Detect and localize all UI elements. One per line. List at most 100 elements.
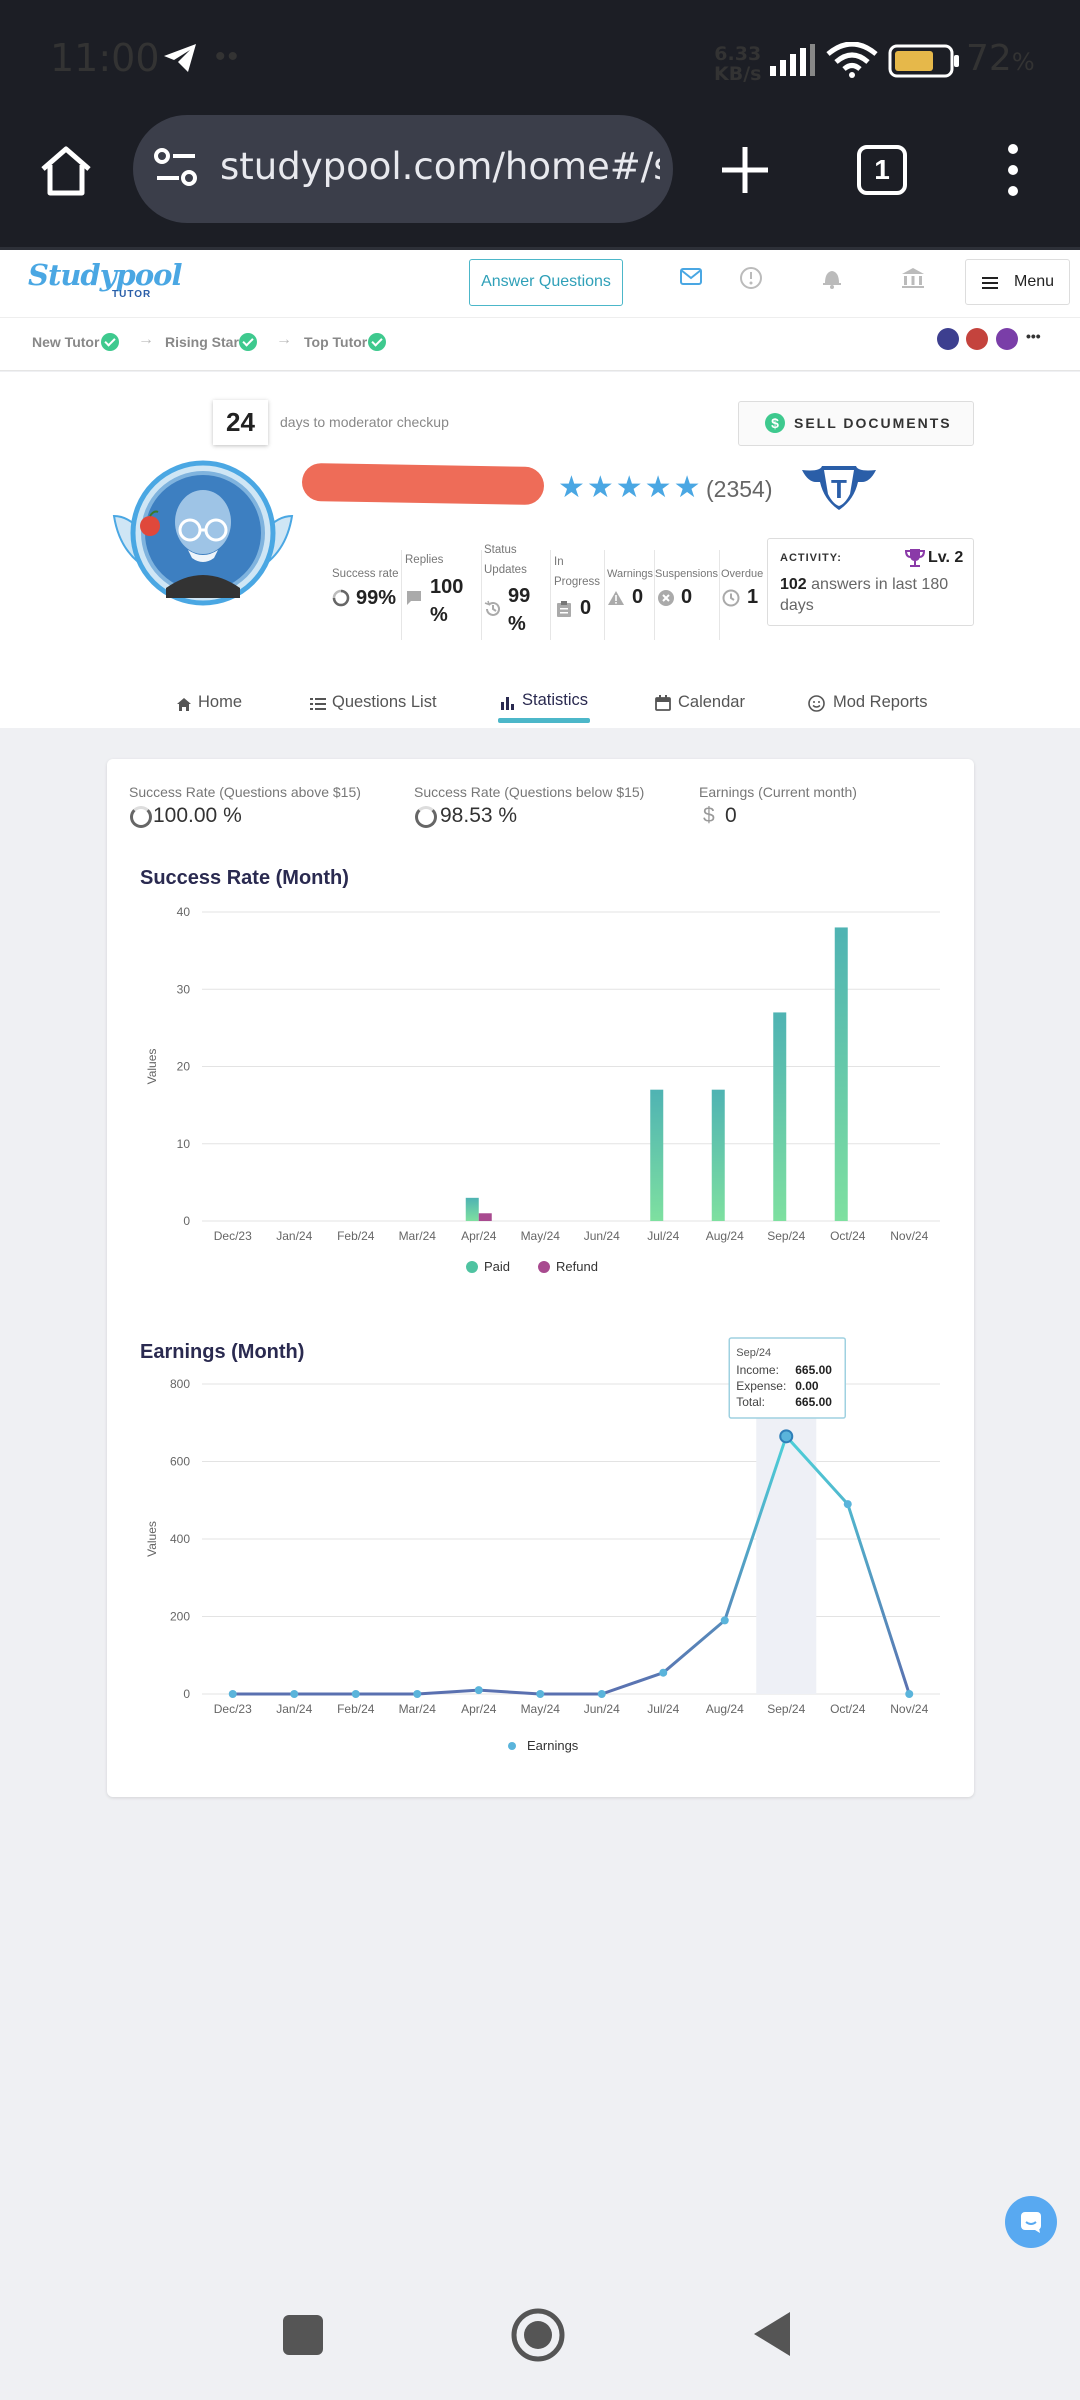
avatar[interactable] xyxy=(110,458,296,608)
tooltip-value: 665.00 xyxy=(795,1395,832,1409)
divider xyxy=(604,550,605,640)
progress-label-line1: In xyxy=(554,556,564,568)
telegram-icon xyxy=(164,44,196,72)
y-tick-label: 30 xyxy=(177,982,191,996)
warning-icon xyxy=(608,591,624,605)
mail-icon[interactable] xyxy=(679,266,703,288)
arrow-right-icon: → xyxy=(276,331,292,348)
tab-mod-reports[interactable]: Mod Reports xyxy=(833,693,928,711)
activity-level: Lv. 2 xyxy=(928,549,964,566)
check-icon xyxy=(239,333,257,351)
replies-label: Replies xyxy=(405,554,444,566)
answer-questions-button[interactable]: Answer Questions xyxy=(469,259,623,306)
tab-calendar[interactable]: Calendar xyxy=(678,693,745,711)
wifi-icon xyxy=(826,42,878,78)
data-point xyxy=(905,1690,914,1698)
earnings-line xyxy=(232,1434,911,1696)
earnings-chart-title: Earnings (Month) xyxy=(140,1341,305,1363)
tooltip-title: Sep/24 xyxy=(736,1347,771,1359)
home-icon xyxy=(177,698,191,711)
status-time: 11:00 xyxy=(50,36,160,80)
hexagon-badge-icon[interactable] xyxy=(937,328,959,350)
statistics-card xyxy=(107,759,974,1797)
star-badge-icon[interactable] xyxy=(996,328,1018,350)
rating-count[interactable]: (2354) xyxy=(706,476,773,502)
x-tick-label: Mar/24 xyxy=(399,1702,437,1716)
bar-paid xyxy=(711,1089,725,1221)
plus-badge-icon[interactable] xyxy=(966,328,988,350)
x-tick-label: Jun/24 xyxy=(584,1702,620,1716)
tab-questions-list[interactable]: Questions List xyxy=(332,693,437,711)
overdue-value: 1 xyxy=(747,586,759,608)
clock-icon xyxy=(722,589,740,607)
spinner-icon xyxy=(130,806,152,828)
data-point xyxy=(720,1616,729,1625)
progress-label-line2: Progress xyxy=(554,576,601,588)
smiley-icon xyxy=(808,695,825,712)
address-bar[interactable] xyxy=(133,115,673,223)
y-tick-label: 40 xyxy=(177,905,191,919)
y-tick-label: 400 xyxy=(170,1532,190,1546)
legend-label-earnings: Earnings xyxy=(527,1738,579,1753)
in-progress-label: In Progress xyxy=(554,552,600,592)
success-rate-label: Success rate xyxy=(332,568,399,580)
divider xyxy=(654,550,655,640)
tab-home[interactable]: Home xyxy=(198,693,243,711)
comment-icon xyxy=(407,591,421,605)
more-badges-button[interactable]: ••• xyxy=(1026,328,1041,344)
active-tab-indicator xyxy=(498,718,590,723)
rating-stars: ★★★★★ xyxy=(558,471,703,504)
home-icon[interactable] xyxy=(38,145,94,197)
home-nav-icon[interactable] xyxy=(510,2307,566,2363)
bank-icon[interactable] xyxy=(900,266,926,290)
x-tick-label: Jul/24 xyxy=(647,1702,679,1716)
x-tick-label: Nov/24 xyxy=(890,1229,928,1243)
menu-button[interactable]: Menu xyxy=(965,259,1070,305)
more-options-icon[interactable] xyxy=(1003,143,1023,197)
tab-switcher-button[interactable]: 1 xyxy=(857,145,907,195)
studypool-logo[interactable]: Studypool xyxy=(28,258,183,292)
x-tick-label: Jul/24 xyxy=(647,1229,679,1243)
status-value-unit: % xyxy=(508,613,526,635)
bell-icon[interactable] xyxy=(821,266,843,290)
status-value-number: 99 xyxy=(508,585,531,607)
x-tick-label: Sep/24 xyxy=(767,1702,805,1716)
status-updates-value: 99% xyxy=(508,582,530,638)
back-nav-icon[interactable] xyxy=(752,2310,792,2358)
arrow-right-icon: → xyxy=(138,331,154,348)
network-speed-value: 6.33 xyxy=(714,43,762,65)
y-tick-label: 600 xyxy=(170,1455,190,1469)
bar-paid xyxy=(834,927,848,1221)
notification-dots-icon: •• xyxy=(215,40,241,73)
svg-text:T: T xyxy=(831,474,847,504)
earnings-current-label: Earnings (Current month) xyxy=(699,784,857,800)
x-tick-label: Apr/24 xyxy=(461,1702,497,1716)
legend-marker-earnings xyxy=(508,1742,516,1750)
recents-button[interactable] xyxy=(283,2315,323,2355)
success-below-label: Success Rate (Questions below $15) xyxy=(414,784,645,800)
tab-statistics[interactable]: Statistics xyxy=(522,691,589,709)
x-tick-label: Aug/24 xyxy=(706,1702,744,1716)
new-tab-icon[interactable] xyxy=(718,143,772,197)
tooltip-value: 665.00 xyxy=(795,1363,832,1377)
battery-value: 72 xyxy=(966,38,1012,79)
battery-icon xyxy=(888,44,959,78)
dollar-icon: $ xyxy=(765,413,785,433)
divider xyxy=(550,550,551,640)
x-tick-label: May/24 xyxy=(521,1702,561,1716)
x-tick-label: Nov/24 xyxy=(890,1702,928,1716)
replies-value-number: 100 xyxy=(430,576,464,598)
bar-paid xyxy=(773,1012,787,1221)
alert-icon[interactable] xyxy=(739,266,763,290)
spinner-icon xyxy=(332,589,350,607)
site-settings-icon[interactable] xyxy=(153,146,199,190)
tutor-level-breadcrumb xyxy=(0,317,1080,371)
network-speed-unit: KB/s xyxy=(714,63,762,85)
replies-value: 100% xyxy=(430,573,463,629)
tooltip-label: Expense: xyxy=(736,1379,786,1393)
x-tick-label: Dec/23 xyxy=(214,1702,252,1716)
url-text[interactable]: studypool.com/home#/sta xyxy=(220,145,660,188)
legend-marker-paid xyxy=(466,1261,478,1273)
bar-refund xyxy=(478,1213,492,1221)
y-axis-label: Values xyxy=(145,1049,159,1085)
